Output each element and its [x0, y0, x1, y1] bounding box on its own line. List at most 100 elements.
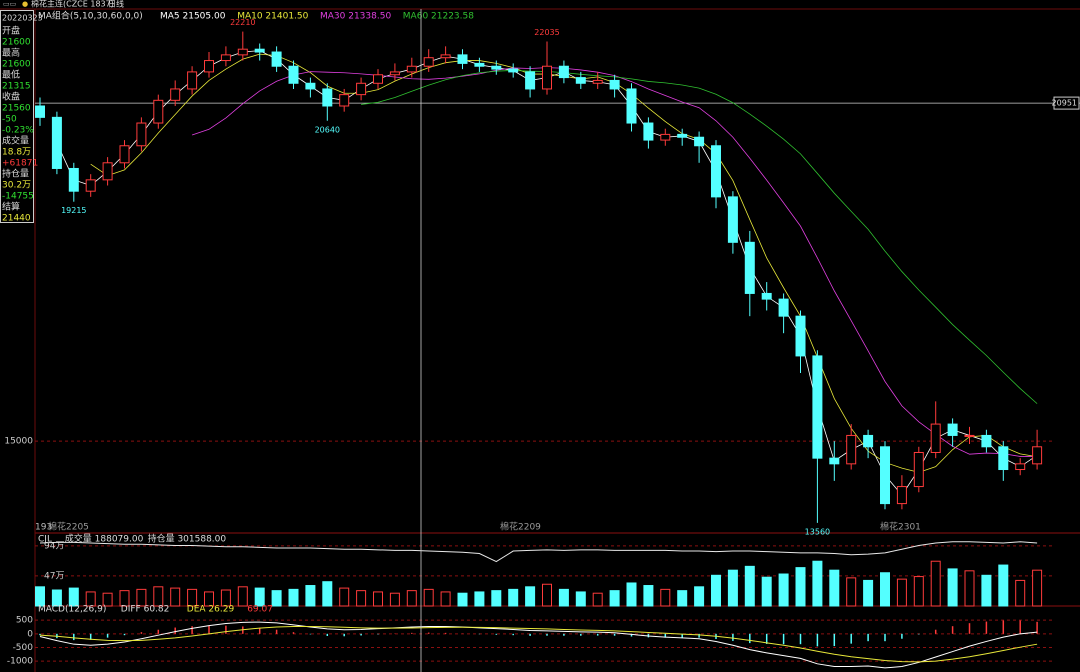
extreme-label: 22210 — [230, 18, 255, 27]
volume-bar — [677, 590, 688, 607]
extreme-label: 20640 — [315, 125, 340, 134]
volume-bar — [795, 567, 806, 607]
volume-bar — [609, 590, 620, 607]
volume-bar — [964, 570, 975, 607]
candle-body — [170, 88, 181, 101]
candle-body — [694, 136, 705, 147]
contract-label: 棉花2205 — [48, 521, 89, 533]
info-label: 持仓量 — [2, 168, 29, 180]
volume-bar — [626, 582, 637, 607]
volume-bar — [542, 583, 552, 607]
legend-entry: MA组合(5,10,30,60,0,0) — [38, 10, 143, 22]
volume-bar — [913, 576, 924, 607]
candle-body — [542, 65, 552, 90]
diff-line — [39, 621, 1038, 669]
volume-bar — [508, 588, 519, 607]
candle-body — [846, 434, 857, 465]
volume-bar — [829, 569, 840, 607]
candle-body — [474, 62, 485, 67]
volume-bar — [896, 578, 907, 607]
info-value: 30.2万 — [2, 181, 31, 191]
candle-body — [677, 133, 688, 138]
volume-bar — [356, 590, 367, 607]
candle-body — [322, 88, 333, 107]
volume-bar — [389, 592, 400, 607]
volume-bar — [457, 592, 468, 607]
candle-body — [440, 54, 451, 59]
candle-body — [525, 71, 536, 90]
candle-body — [356, 82, 367, 96]
volume-bar — [575, 591, 586, 607]
volume-bar — [744, 565, 755, 607]
candle-body — [1015, 463, 1026, 471]
symbol[interactable]: 棉花主连(CZCE 1837) — [31, 0, 114, 9]
candle-body — [457, 54, 468, 64]
menu-icon[interactable]: ▭▭ — [3, 0, 16, 8]
y-tick-label: -1000 — [7, 657, 33, 667]
candle-body — [863, 434, 874, 448]
y-tick-label: 0 — [27, 629, 33, 639]
volume-bar — [1032, 569, 1043, 607]
info-label: 收盘 — [2, 91, 20, 103]
info-label: 成交量 — [2, 135, 29, 147]
candle-body — [592, 79, 603, 84]
candle-body — [981, 434, 992, 448]
legend-entry: 成交量 188079.00 — [65, 533, 144, 545]
candle-body — [727, 196, 738, 243]
volume-bar — [237, 586, 248, 607]
candle-body — [288, 65, 299, 84]
ma-line — [361, 69, 1038, 404]
y-tick-label: -500 — [13, 643, 34, 653]
volume-bar — [440, 591, 451, 607]
main-panel: 15000 20951 22210 22035 19215 20640 13560 MA组合(… — [4, 10, 1080, 536]
candle-body — [761, 292, 772, 300]
candle-body — [812, 355, 823, 459]
volume-bar — [85, 591, 96, 607]
candle-body — [947, 423, 958, 436]
candle-body — [711, 145, 721, 198]
volume-bar — [68, 587, 79, 607]
volume-bar — [812, 560, 823, 607]
info-panel: 20220323 开盘 21600 最高 21600 最低 21315 收盘 2… — [0, 10, 43, 224]
volume-bar — [761, 576, 772, 607]
info-label: 最高 — [2, 47, 20, 59]
volume-bar — [778, 573, 789, 607]
candle-body — [153, 99, 164, 124]
info-value: -0.23% — [2, 126, 34, 136]
candle-body — [271, 51, 282, 67]
dot: ● — [22, 0, 28, 8]
volume-panel: 94万 47万 CJL 成交量 188079.00 持仓量 301588.00 — [35, 533, 1055, 607]
header: ▭▭ ● 棉花主连(CZCE 1837) 日线 — [3, 0, 124, 9]
candle-body — [187, 71, 198, 90]
period[interactable]: 日线 — [108, 0, 124, 9]
volume-bar — [136, 588, 147, 607]
volume-bar — [474, 591, 485, 607]
volume-bar — [271, 590, 282, 607]
volume-bar — [930, 560, 941, 607]
candle-body — [204, 60, 214, 73]
volume-bar — [170, 587, 181, 607]
legend-entry: MA60 21223.58 — [403, 12, 474, 22]
volume-bar — [322, 581, 333, 607]
candle-body — [102, 162, 113, 181]
legend-entry: MA10 21401.50 — [237, 12, 308, 22]
candle-body — [558, 65, 569, 79]
legend-entry: MACD(12,26,9) — [38, 605, 106, 615]
volume-bar — [558, 588, 569, 607]
macd-panel: 500 0 -500 -1000 MACD(12,26,9) DIFF 60.82 DEA … — [7, 605, 1055, 669]
volume-bar — [204, 591, 214, 607]
info-value: 21560 — [2, 104, 31, 114]
volume-bar — [373, 591, 383, 607]
dea-line — [39, 625, 1038, 663]
info-label: 最低 — [2, 69, 20, 81]
volume-bar — [592, 592, 603, 607]
y-tick-label: 15000 — [4, 437, 33, 447]
candle-body — [423, 57, 434, 67]
volume-bar — [694, 586, 705, 607]
candle-body — [373, 74, 383, 84]
volume-bar — [525, 586, 536, 607]
info-label: 结算 — [2, 201, 20, 213]
legend-entry: MA30 21338.50 — [320, 12, 391, 22]
